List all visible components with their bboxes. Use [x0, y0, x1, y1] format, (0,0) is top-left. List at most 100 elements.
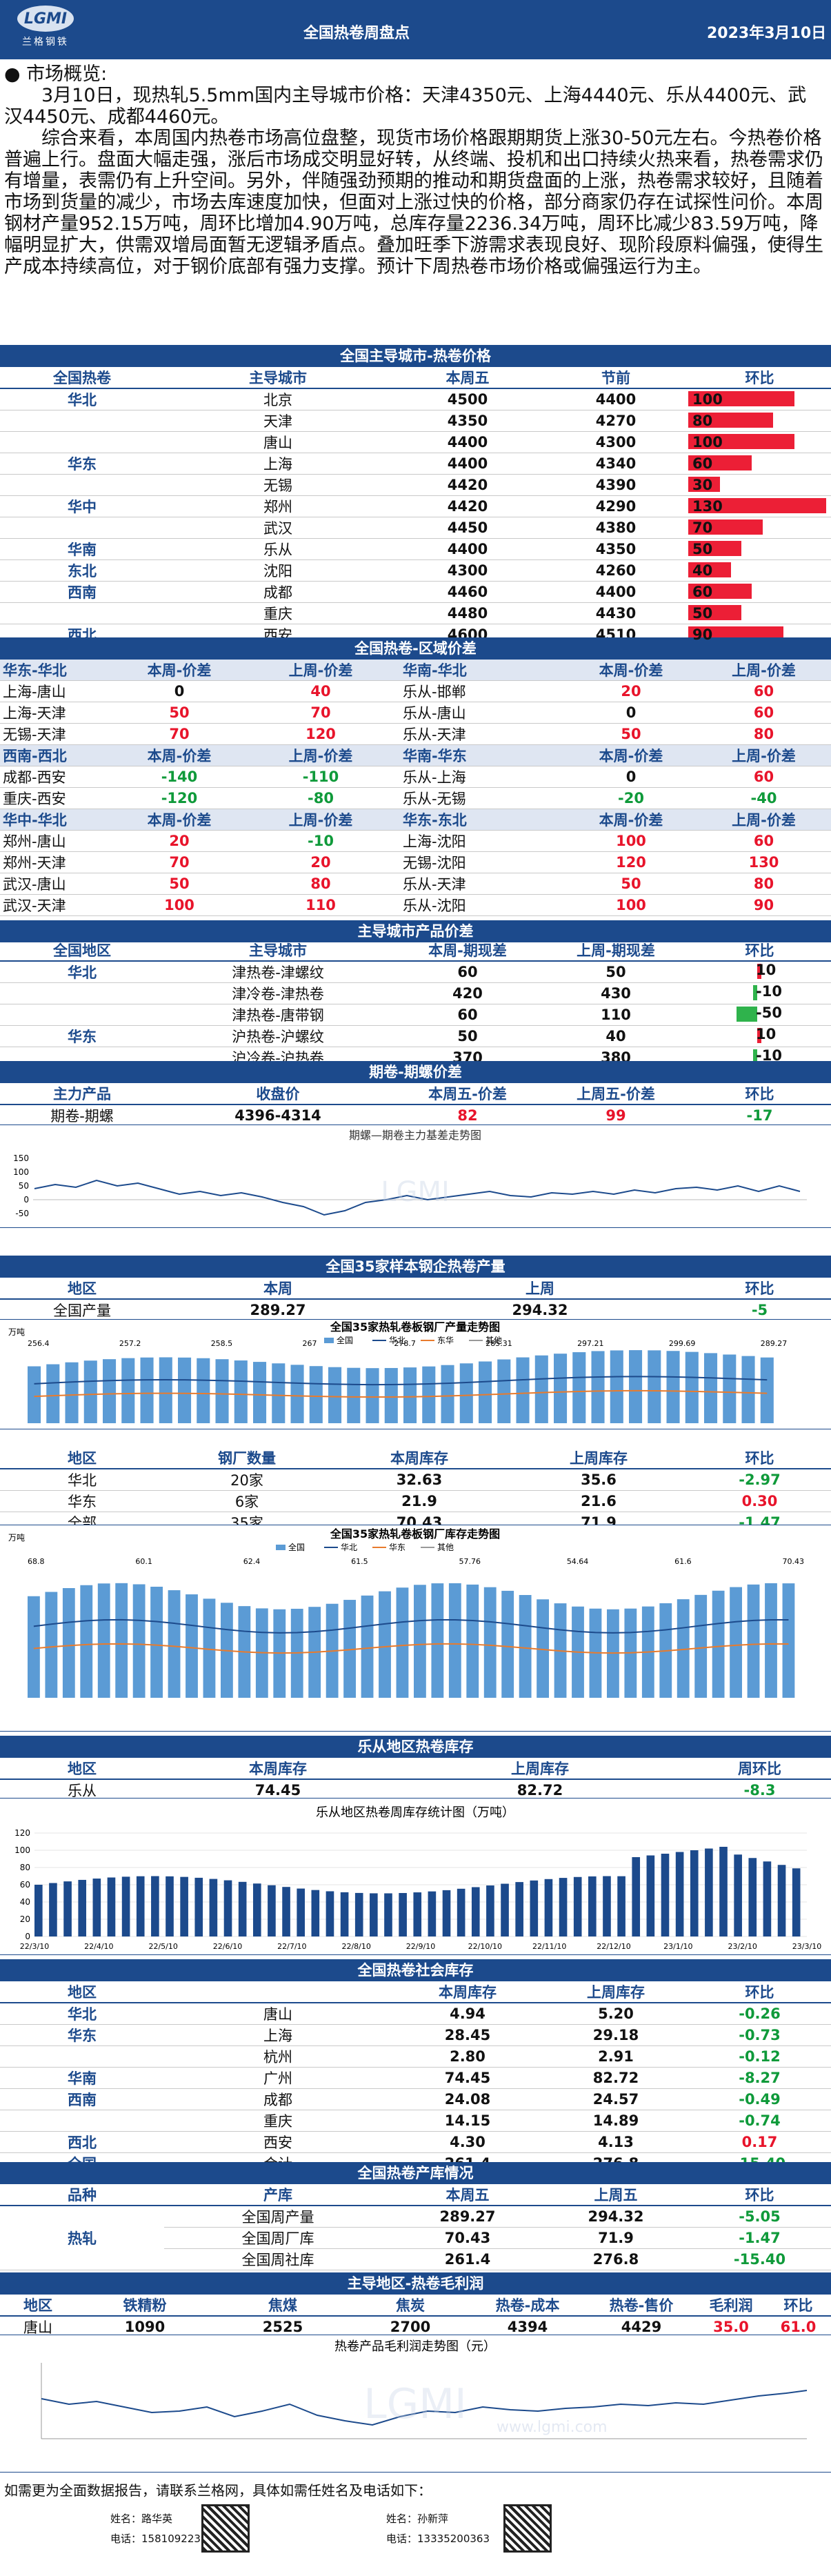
change-bar [757, 1028, 761, 1043]
price-previous: 4400 [543, 388, 688, 410]
bar [694, 1594, 708, 1698]
cell: 乐从 [0, 1779, 164, 1801]
change-cell: -50 [688, 1004, 831, 1026]
cell: 40 [241, 680, 400, 702]
bar [466, 1584, 479, 1698]
column-header: 本周-期现差 [392, 940, 543, 962]
cell: 华东 [0, 2024, 164, 2046]
change-value: 130 [692, 498, 723, 515]
column-header: 华东-华北 [0, 660, 117, 681]
data-label: 278.7 [394, 1339, 416, 1348]
bar [215, 1359, 229, 1423]
y-tick: 40 [20, 1897, 30, 1907]
cell: -120 [117, 787, 241, 809]
bar [121, 1876, 130, 1936]
column-header: 收盘价 [164, 1083, 392, 1105]
cell: 2.80 [392, 2045, 543, 2068]
cell: 100 [565, 830, 697, 852]
bar [486, 1885, 494, 1936]
cell [0, 2045, 164, 2068]
bar [159, 1357, 172, 1423]
cell: 20家 [164, 1469, 330, 1491]
bar [343, 1600, 356, 1698]
column-header: 环比 [688, 1083, 831, 1105]
cell: -0.26 [688, 2003, 831, 2025]
cell: 289.27 [392, 2206, 543, 2228]
column-header: 本周-价差 [117, 809, 241, 831]
bar [792, 1868, 801, 1936]
spread-name: 津热卷-津螺纹 [164, 961, 392, 983]
cell: 130 [697, 851, 831, 873]
spread-current: 50 [392, 1025, 543, 1047]
price-current: 4400 [392, 453, 543, 475]
cell: 0 [565, 766, 697, 788]
column-header: 上周-价差 [241, 660, 400, 681]
column-header: 上周-价差 [697, 744, 831, 766]
bar [92, 1879, 101, 1936]
cell: 29.18 [543, 2024, 688, 2046]
table-row: 无锡 4420 4390 30 [0, 474, 831, 496]
cell: 82 [392, 1104, 543, 1127]
footer-note: 如需更为全面数据报告，请联系兰格网，具体如需任姓名及电话如下： [4, 2482, 432, 2499]
column-header: 本周库存 [330, 1447, 509, 1469]
cell: 重庆-西安 [0, 787, 117, 809]
y-tick: 120 [14, 1828, 30, 1838]
cell: 5.20 [543, 2003, 688, 2025]
cell: 4396-4314 [164, 1104, 392, 1127]
bar [83, 1360, 97, 1423]
qr-code-icon [503, 2504, 552, 2553]
cell: 100 [565, 894, 697, 916]
cell: 261.4 [392, 2248, 543, 2270]
table-header: 品种 产库 本周五 上周五 环比 [0, 2184, 831, 2206]
cell: -8.27 [688, 2067, 831, 2089]
table-row: 热轧 全国周产量 289.27 294.32 -5.05 [0, 2206, 831, 2270]
price-current: 4300 [392, 559, 543, 582]
price-previous: 4400 [543, 581, 688, 603]
bar [777, 1865, 786, 1936]
column-header: 上周-价差 [241, 809, 400, 831]
change-bar [688, 391, 794, 406]
column-header: 本周五 [392, 2184, 543, 2206]
bar [194, 1877, 203, 1936]
legend-label: 其他 [437, 1543, 454, 1552]
label: 姓名： [386, 2513, 418, 2525]
bar [457, 1888, 465, 1936]
city-name: 北京 [164, 388, 392, 410]
cell: 无锡-沈阳 [400, 851, 565, 873]
cell: 郑州-唐山 [0, 830, 117, 852]
cell: 上海-唐山 [0, 680, 117, 702]
bar [115, 1583, 128, 1698]
overview-paragraph-1: 3月10日，现热轧5.5mm国内主导城市价格：天津4350元、上海4440元、乐… [4, 85, 807, 128]
price-previous: 4390 [543, 474, 688, 496]
production-table: 地区 本周 上周 环比 全国产量 289.27 294.32 -5 [0, 1278, 831, 1321]
cell: 21.6 [509, 1490, 688, 1512]
table-row: 重庆 4480 4430 50 [0, 602, 831, 624]
y-tick: 20 [20, 1914, 30, 1924]
spread-name: 津热卷-唐带钢 [164, 1004, 392, 1026]
legend-label: 其他 [485, 1336, 502, 1345]
cell: 100 [117, 894, 241, 916]
bar [136, 1876, 145, 1936]
cell: 61.0 [765, 2316, 831, 2338]
change-bar [688, 498, 826, 513]
cell: 20 [241, 851, 400, 873]
bar [121, 1358, 135, 1423]
price-previous: 4290 [543, 495, 688, 517]
column-header: 环比 [688, 1447, 831, 1469]
x-tick: 22/9/10 [406, 1942, 435, 1951]
cell: 乐从-无锡 [400, 787, 565, 809]
cell: 西安 [164, 2131, 392, 2153]
bar [572, 1352, 586, 1423]
bar [238, 1881, 247, 1936]
section-title-margin: 主导地区-热卷毛利润 [0, 2272, 831, 2295]
chart-title: 全国35家热轧卷板钢厂产量走势图 [330, 1320, 500, 1334]
mill-inventory-chart-svg: 全国35家热轧卷板钢厂库存走势图 万吨 全国 华北 华东 其他 68.8 60.1… [8, 1527, 804, 1698]
bar [151, 1876, 159, 1936]
bar [103, 1359, 117, 1423]
lecong-inventory-chart-svg: 乐从地区热卷周库存统计图（万吨） 120 100 80 60 40 20 022/3/10 2… [14, 1805, 821, 1951]
margin-chart: 热卷产品毛利润走势图（元） LGMI www.lgmi.com [0, 2335, 831, 2473]
contact-name: 孙新萍 [417, 2513, 449, 2525]
basis-chart: 期螺—期卷主力基差走势图 150 100 50 0 -50 LGMI [0, 1124, 831, 1228]
change-bar [737, 1007, 757, 1022]
change-bar [688, 434, 794, 449]
